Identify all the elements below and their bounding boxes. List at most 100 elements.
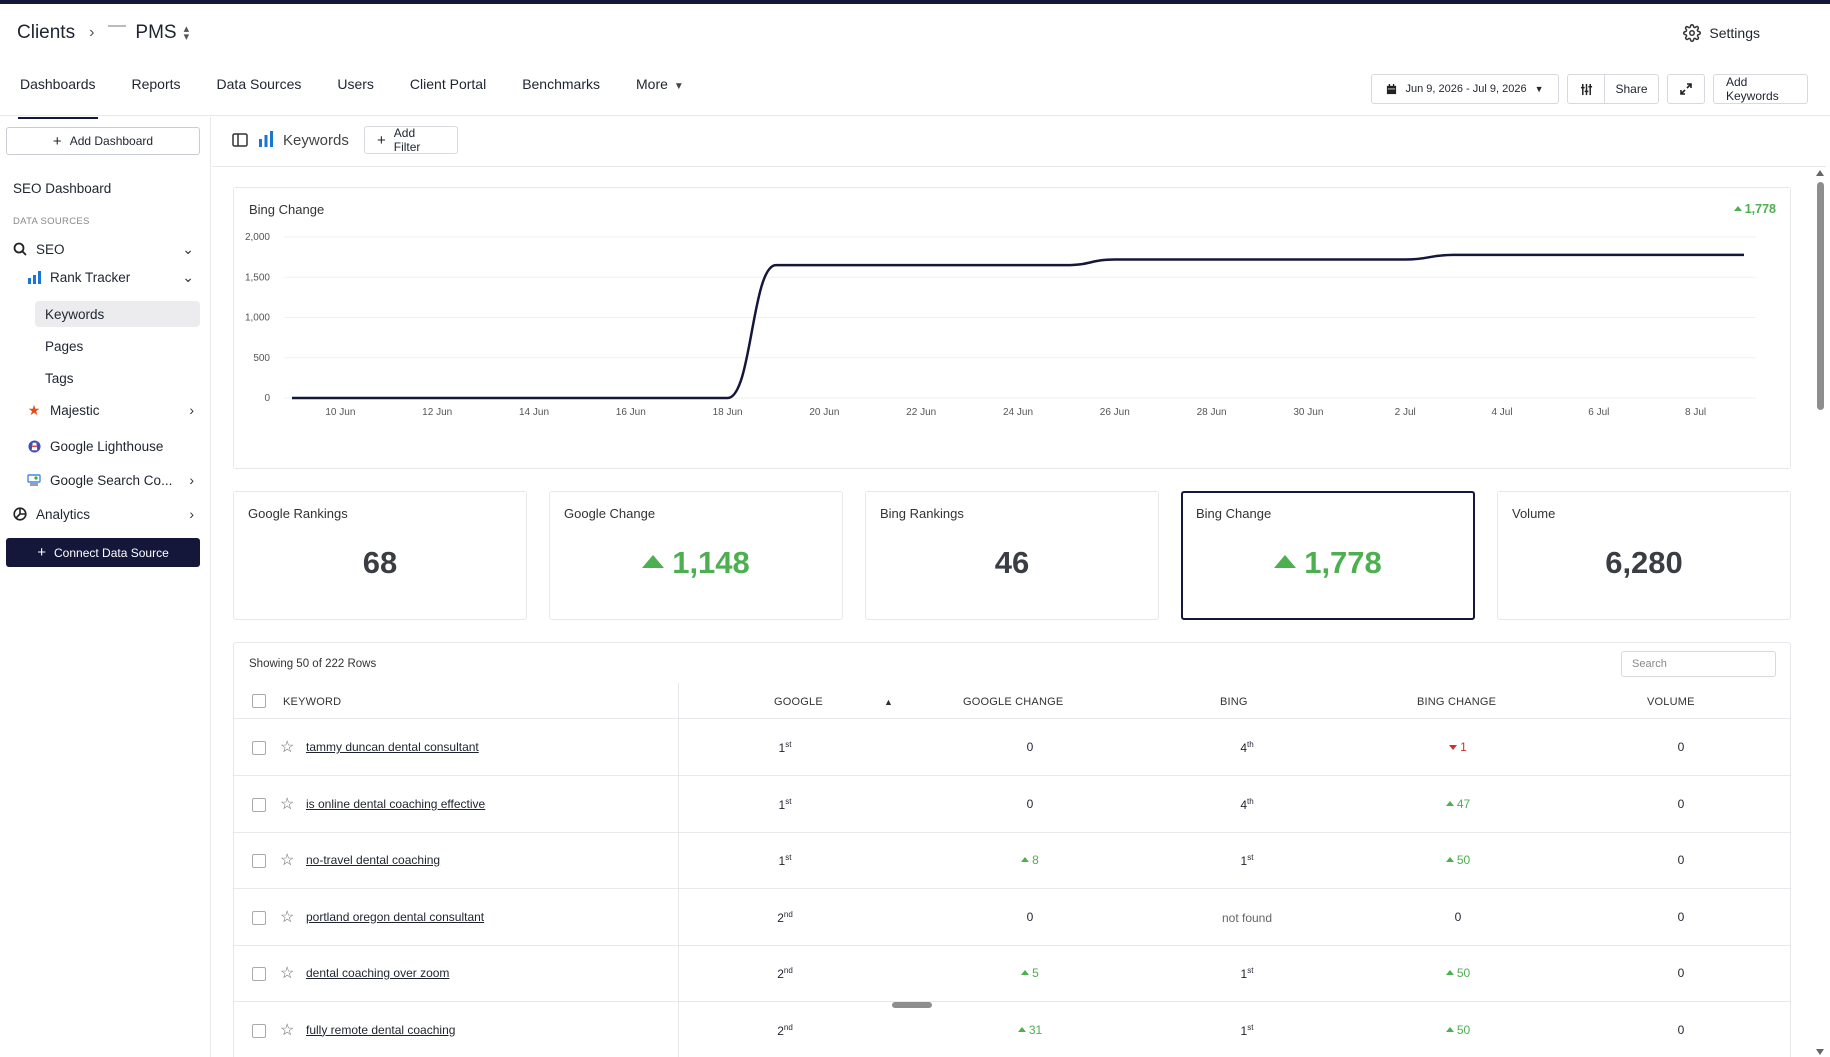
scroll-up-icon[interactable] bbox=[1816, 170, 1824, 176]
table-row[interactable]: ☆ fully remote dental coaching 2nd 31 1st 50 0 bbox=[234, 1003, 1790, 1057]
fullscreen-button[interactable] bbox=[1667, 74, 1705, 104]
kpi-value: 1,148 bbox=[550, 545, 842, 581]
date-range-picker[interactable]: Jun 9, 2026 - Jul 9, 2026 ▼ bbox=[1371, 74, 1559, 104]
breadcrumb-clients[interactable]: Clients bbox=[17, 22, 76, 43]
sidebar-item-seo[interactable]: SEO ⌄ bbox=[12, 236, 200, 262]
dashboard-title[interactable]: SEO Dashboard bbox=[13, 181, 112, 196]
arrow-up-icon bbox=[1021, 970, 1030, 975]
column-volume[interactable]: VOLUME bbox=[1647, 696, 1695, 708]
bing-rank-cell: 1st bbox=[1240, 1022, 1254, 1038]
page-scrollbar[interactable] bbox=[1814, 168, 1826, 1057]
sidebar-item-majestic[interactable]: ★ Majestic › bbox=[27, 401, 194, 419]
table-row[interactable]: ☆ portland oregon dental consultant 2nd 0 no… bbox=[234, 890, 1790, 946]
rows-count: Showing 50 of 222 Rows bbox=[249, 658, 377, 670]
sidebar-item-google-lighthouse[interactable]: Google Lighthouse bbox=[26, 433, 200, 459]
column-bing[interactable]: BING bbox=[1220, 696, 1248, 708]
scroll-thumb[interactable] bbox=[1817, 182, 1824, 410]
y-tick-label: 500 bbox=[253, 353, 270, 364]
breadcrumb-client[interactable]: PMS bbox=[135, 22, 177, 43]
keyword-link[interactable]: fully remote dental coaching bbox=[306, 1022, 456, 1037]
keyword-link[interactable]: is online dental coaching effective bbox=[306, 796, 486, 811]
table-search-input[interactable] bbox=[1621, 651, 1776, 677]
tab-client-portal[interactable]: Client Portal bbox=[409, 76, 487, 92]
table-header: KEYWORD GOOGLE ▲ GOOGLE CHANGE BING BING… bbox=[234, 683, 1790, 719]
table-row[interactable]: ☆ tammy duncan dental consultant 1st 0 4th 1 0 bbox=[234, 720, 1790, 776]
keyword-link[interactable]: no-travel dental coaching bbox=[306, 853, 441, 867]
keyword-link[interactable]: tammy duncan dental consultant bbox=[306, 740, 479, 754]
column-google[interactable]: GOOGLE bbox=[774, 696, 823, 708]
star-outline-icon[interactable]: ☆ bbox=[280, 852, 295, 869]
y-tick-label: 1,500 bbox=[245, 272, 270, 283]
sidebar-item-pages[interactable]: Pages bbox=[45, 338, 84, 354]
x-tick-label: 6 Jul bbox=[1588, 407, 1609, 418]
select-all-checkbox[interactable] bbox=[252, 694, 266, 708]
chart-change-badge: 1,778 bbox=[1733, 202, 1776, 216]
tab-reports[interactable]: Reports bbox=[131, 76, 181, 92]
arrow-up-icon bbox=[1445, 800, 1454, 806]
x-tick-label: 14 Jun bbox=[519, 407, 549, 418]
horizontal-scroll-handle[interactable] bbox=[892, 1002, 932, 1008]
toggle-sidebar-icon[interactable] bbox=[232, 132, 248, 148]
kpi-bing-rankings[interactable]: Bing Rankings 46 bbox=[865, 491, 1159, 620]
add-dashboard-button[interactable]: + Add Dashboard bbox=[6, 127, 200, 155]
star-outline-icon[interactable]: ☆ bbox=[280, 908, 295, 926]
scroll-down-icon[interactable] bbox=[1816, 1049, 1824, 1055]
google-rank-cell: 2nd bbox=[777, 1022, 793, 1038]
column-bing-change[interactable]: BING CHANGE bbox=[1417, 696, 1497, 708]
column-keyword[interactable]: KEYWORD bbox=[283, 696, 342, 708]
kpi-google-change[interactable]: Google Change 1,148 bbox=[549, 491, 843, 620]
row-checkbox[interactable] bbox=[252, 910, 266, 925]
table-row[interactable]: ☆ is online dental coaching effective 1st 0… bbox=[234, 777, 1790, 833]
star-outline-icon[interactable]: ☆ bbox=[280, 1021, 295, 1039]
tab-benchmarks[interactable]: Benchmarks bbox=[522, 76, 600, 92]
kpi-bing-change[interactable]: Bing Change 1,778 bbox=[1181, 491, 1475, 620]
share-button[interactable]: Share bbox=[1605, 74, 1659, 104]
caret-down-icon: ▼ bbox=[673, 81, 684, 92]
star-outline-icon[interactable]: ☆ bbox=[280, 795, 295, 813]
table-row[interactable]: ☆ dental coaching over zoom 2nd 5 1st 50 0 bbox=[234, 946, 1790, 1002]
star-outline-icon[interactable]: ☆ bbox=[280, 739, 295, 756]
row-checkbox[interactable] bbox=[252, 741, 266, 755]
date-range-label: Jun 9, 2026 - Jul 9, 2026 bbox=[1405, 83, 1527, 95]
sidebar-item-google-search-console[interactable]: Google Search Co... › bbox=[26, 467, 200, 493]
bing-rank-cell: 1st bbox=[1240, 853, 1254, 868]
tab-data-sources[interactable]: Data Sources bbox=[216, 76, 302, 92]
switch-client-icon[interactable]: ▴ ▾ bbox=[183, 23, 190, 43]
column-google-change[interactable]: GOOGLE CHANGE bbox=[963, 696, 1064, 708]
add-filter-button[interactable]: + Add Filter bbox=[364, 126, 458, 154]
arrow-up-icon bbox=[1017, 1026, 1026, 1032]
chevron-right-icon: › bbox=[189, 472, 194, 488]
keywords-table-card: Showing 50 of 222 Rows KEYWORD GOOGLE ▲ … bbox=[233, 642, 1791, 1057]
sort-asc-icon[interactable]: ▲ bbox=[884, 697, 894, 707]
tab-dashboards[interactable]: Dashboards bbox=[18, 76, 97, 119]
chevron-right-icon: › bbox=[89, 24, 95, 41]
star-outline-icon[interactable]: ☆ bbox=[280, 965, 295, 982]
app-header: Clients › PMS ▴ ▾ Settings Dashboards Rep… bbox=[0, 4, 1830, 119]
settings-button[interactable]: Settings bbox=[1683, 24, 1760, 42]
row-checkbox[interactable] bbox=[252, 797, 266, 812]
row-checkbox[interactable] bbox=[252, 1023, 266, 1038]
sidebar-item-tags[interactable]: Tags bbox=[45, 370, 74, 386]
tab-more[interactable]: More ▼ bbox=[636, 76, 684, 92]
sidebar-item-analytics[interactable]: Analytics › bbox=[12, 501, 200, 527]
bing-rank-cell: not found bbox=[1221, 910, 1273, 925]
star-icon: ★ bbox=[27, 401, 41, 418]
x-tick-label: 20 Jun bbox=[809, 407, 839, 418]
customize-button[interactable] bbox=[1567, 74, 1605, 104]
kpi-volume[interactable]: Volume 6,280 bbox=[1497, 491, 1791, 620]
x-tick-label: 12 Jun bbox=[422, 407, 452, 418]
keyword-link[interactable]: portland oregon dental consultant bbox=[306, 909, 485, 924]
table-row[interactable]: ☆ no-travel dental coaching 1st 8 1st 50 0 bbox=[234, 833, 1790, 889]
row-checkbox[interactable] bbox=[252, 967, 266, 981]
tab-users[interactable]: Users bbox=[337, 76, 374, 92]
row-checkbox[interactable] bbox=[252, 854, 266, 868]
sidebar-item-rank-tracker[interactable]: Rank Tracker ⌄ bbox=[26, 264, 200, 290]
sidebar-item-keywords[interactable]: Keywords bbox=[35, 301, 200, 327]
add-keywords-button[interactable]: Add Keywords bbox=[1713, 74, 1808, 104]
expand-icon bbox=[1680, 83, 1692, 95]
column-divider bbox=[678, 683, 679, 1057]
connect-data-source-button[interactable]: + Connect Data Source bbox=[6, 538, 200, 567]
keyword-link[interactable]: dental coaching over zoom bbox=[306, 966, 450, 980]
kpi-google-rankings[interactable]: Google Rankings 68 bbox=[233, 491, 527, 620]
google-rank-cell: 1st bbox=[778, 853, 792, 868]
